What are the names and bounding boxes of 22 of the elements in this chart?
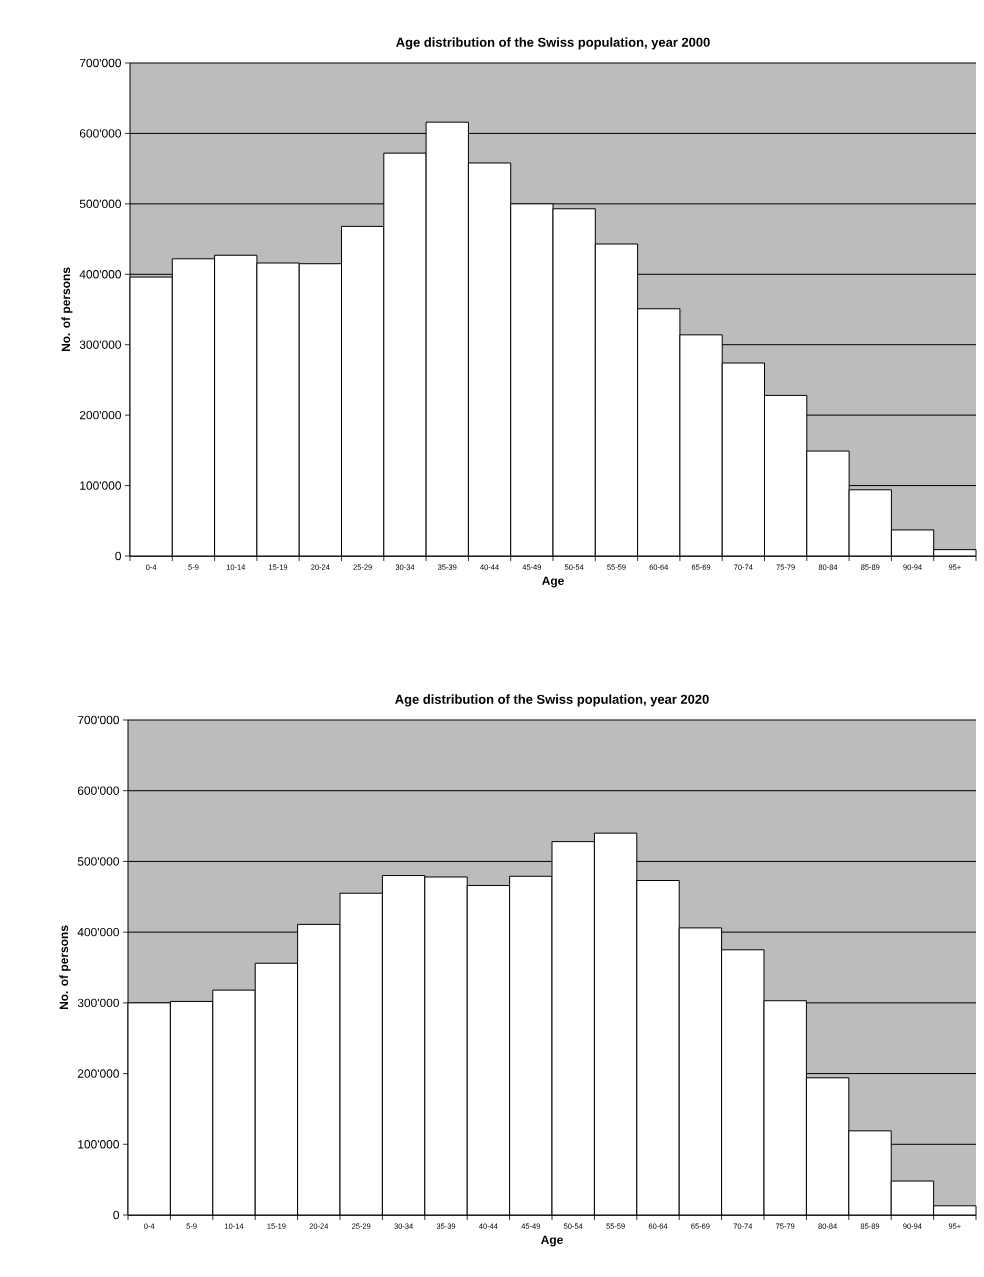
y-tick-label: 700'000 <box>77 715 120 725</box>
chart-title: Age distribution of the Swiss population, year 2000 <box>396 37 710 50</box>
y-tick-label: 200'000 <box>77 1069 120 1078</box>
y-tick-label: 0 <box>115 551 122 561</box>
y-tick-label: 0 <box>113 1210 120 1220</box>
x-axis-title: Age <box>541 1235 563 1247</box>
y-tick-label: 500'000 <box>79 199 122 209</box>
y-axis-title: No. of persons <box>61 267 73 352</box>
x-axis-title: Age <box>542 576 564 588</box>
y-tick-label: 200'000 <box>79 410 122 420</box>
y-tick-label: 100'000 <box>80 481 122 490</box>
y-tick-label: 600'000 <box>77 786 120 795</box>
y-tick-label: 100'000 <box>78 1140 120 1149</box>
chart-title: Age distribution of the Swiss population, year 2020 <box>395 694 709 707</box>
y-tick-label: 600'000 <box>79 129 122 138</box>
y-tick-label: 500'000 <box>77 857 120 866</box>
y-axis-title: No. of persons <box>59 925 71 1010</box>
y-tick-label: 300'000 <box>77 998 120 1008</box>
y-tick-label: 300'000 <box>79 340 122 349</box>
y-tick-label: 400'000 <box>77 927 120 937</box>
y-tick-label: 400'000 <box>79 270 122 279</box>
y-tick-label: 700'000 <box>79 58 122 68</box>
